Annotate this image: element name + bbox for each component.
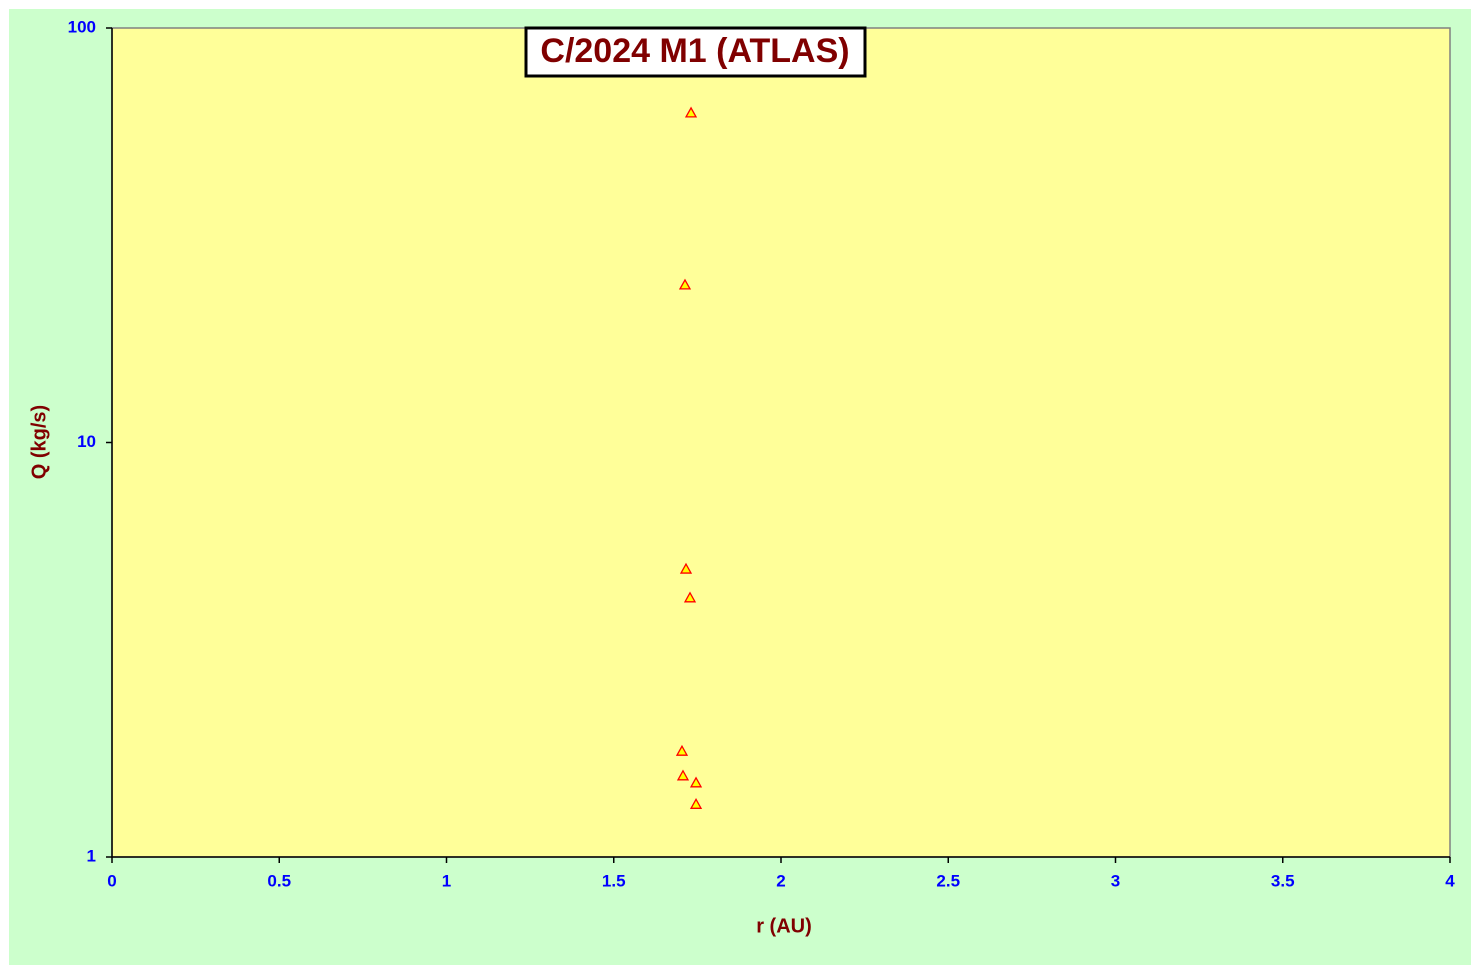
x-tick-label: 3.5 <box>1271 871 1295 890</box>
x-tick-label: 2.5 <box>936 871 960 890</box>
data-point <box>676 769 690 781</box>
plot-area <box>111 27 1451 858</box>
x-tick-label: 0.5 <box>267 871 291 890</box>
x-tick-label: 1.5 <box>602 871 626 890</box>
y-tick-label: 100 <box>68 17 96 36</box>
x-tick-label: 0 <box>107 871 116 890</box>
data-point <box>679 562 693 574</box>
data-point <box>689 776 703 788</box>
data-point <box>684 106 698 118</box>
data-point <box>675 744 689 756</box>
x-tick-label: 1 <box>442 871 451 890</box>
data-point <box>678 278 692 290</box>
y-axis-label: Q (kg/s) <box>28 405 50 479</box>
x-tick-label: 3 <box>1111 871 1120 890</box>
title-box <box>524 26 867 78</box>
data-point <box>683 591 697 603</box>
y-tick-label: 10 <box>77 432 96 451</box>
chart-title: C/2024 M1 (ATLAS) <box>540 32 849 70</box>
data-point <box>689 797 703 809</box>
x-axis-label: r (AU) <box>756 915 812 937</box>
y-tick-label: 1 <box>87 846 96 865</box>
x-tick-label: 4 <box>1445 871 1455 890</box>
x-tick-label: 2 <box>776 871 785 890</box>
